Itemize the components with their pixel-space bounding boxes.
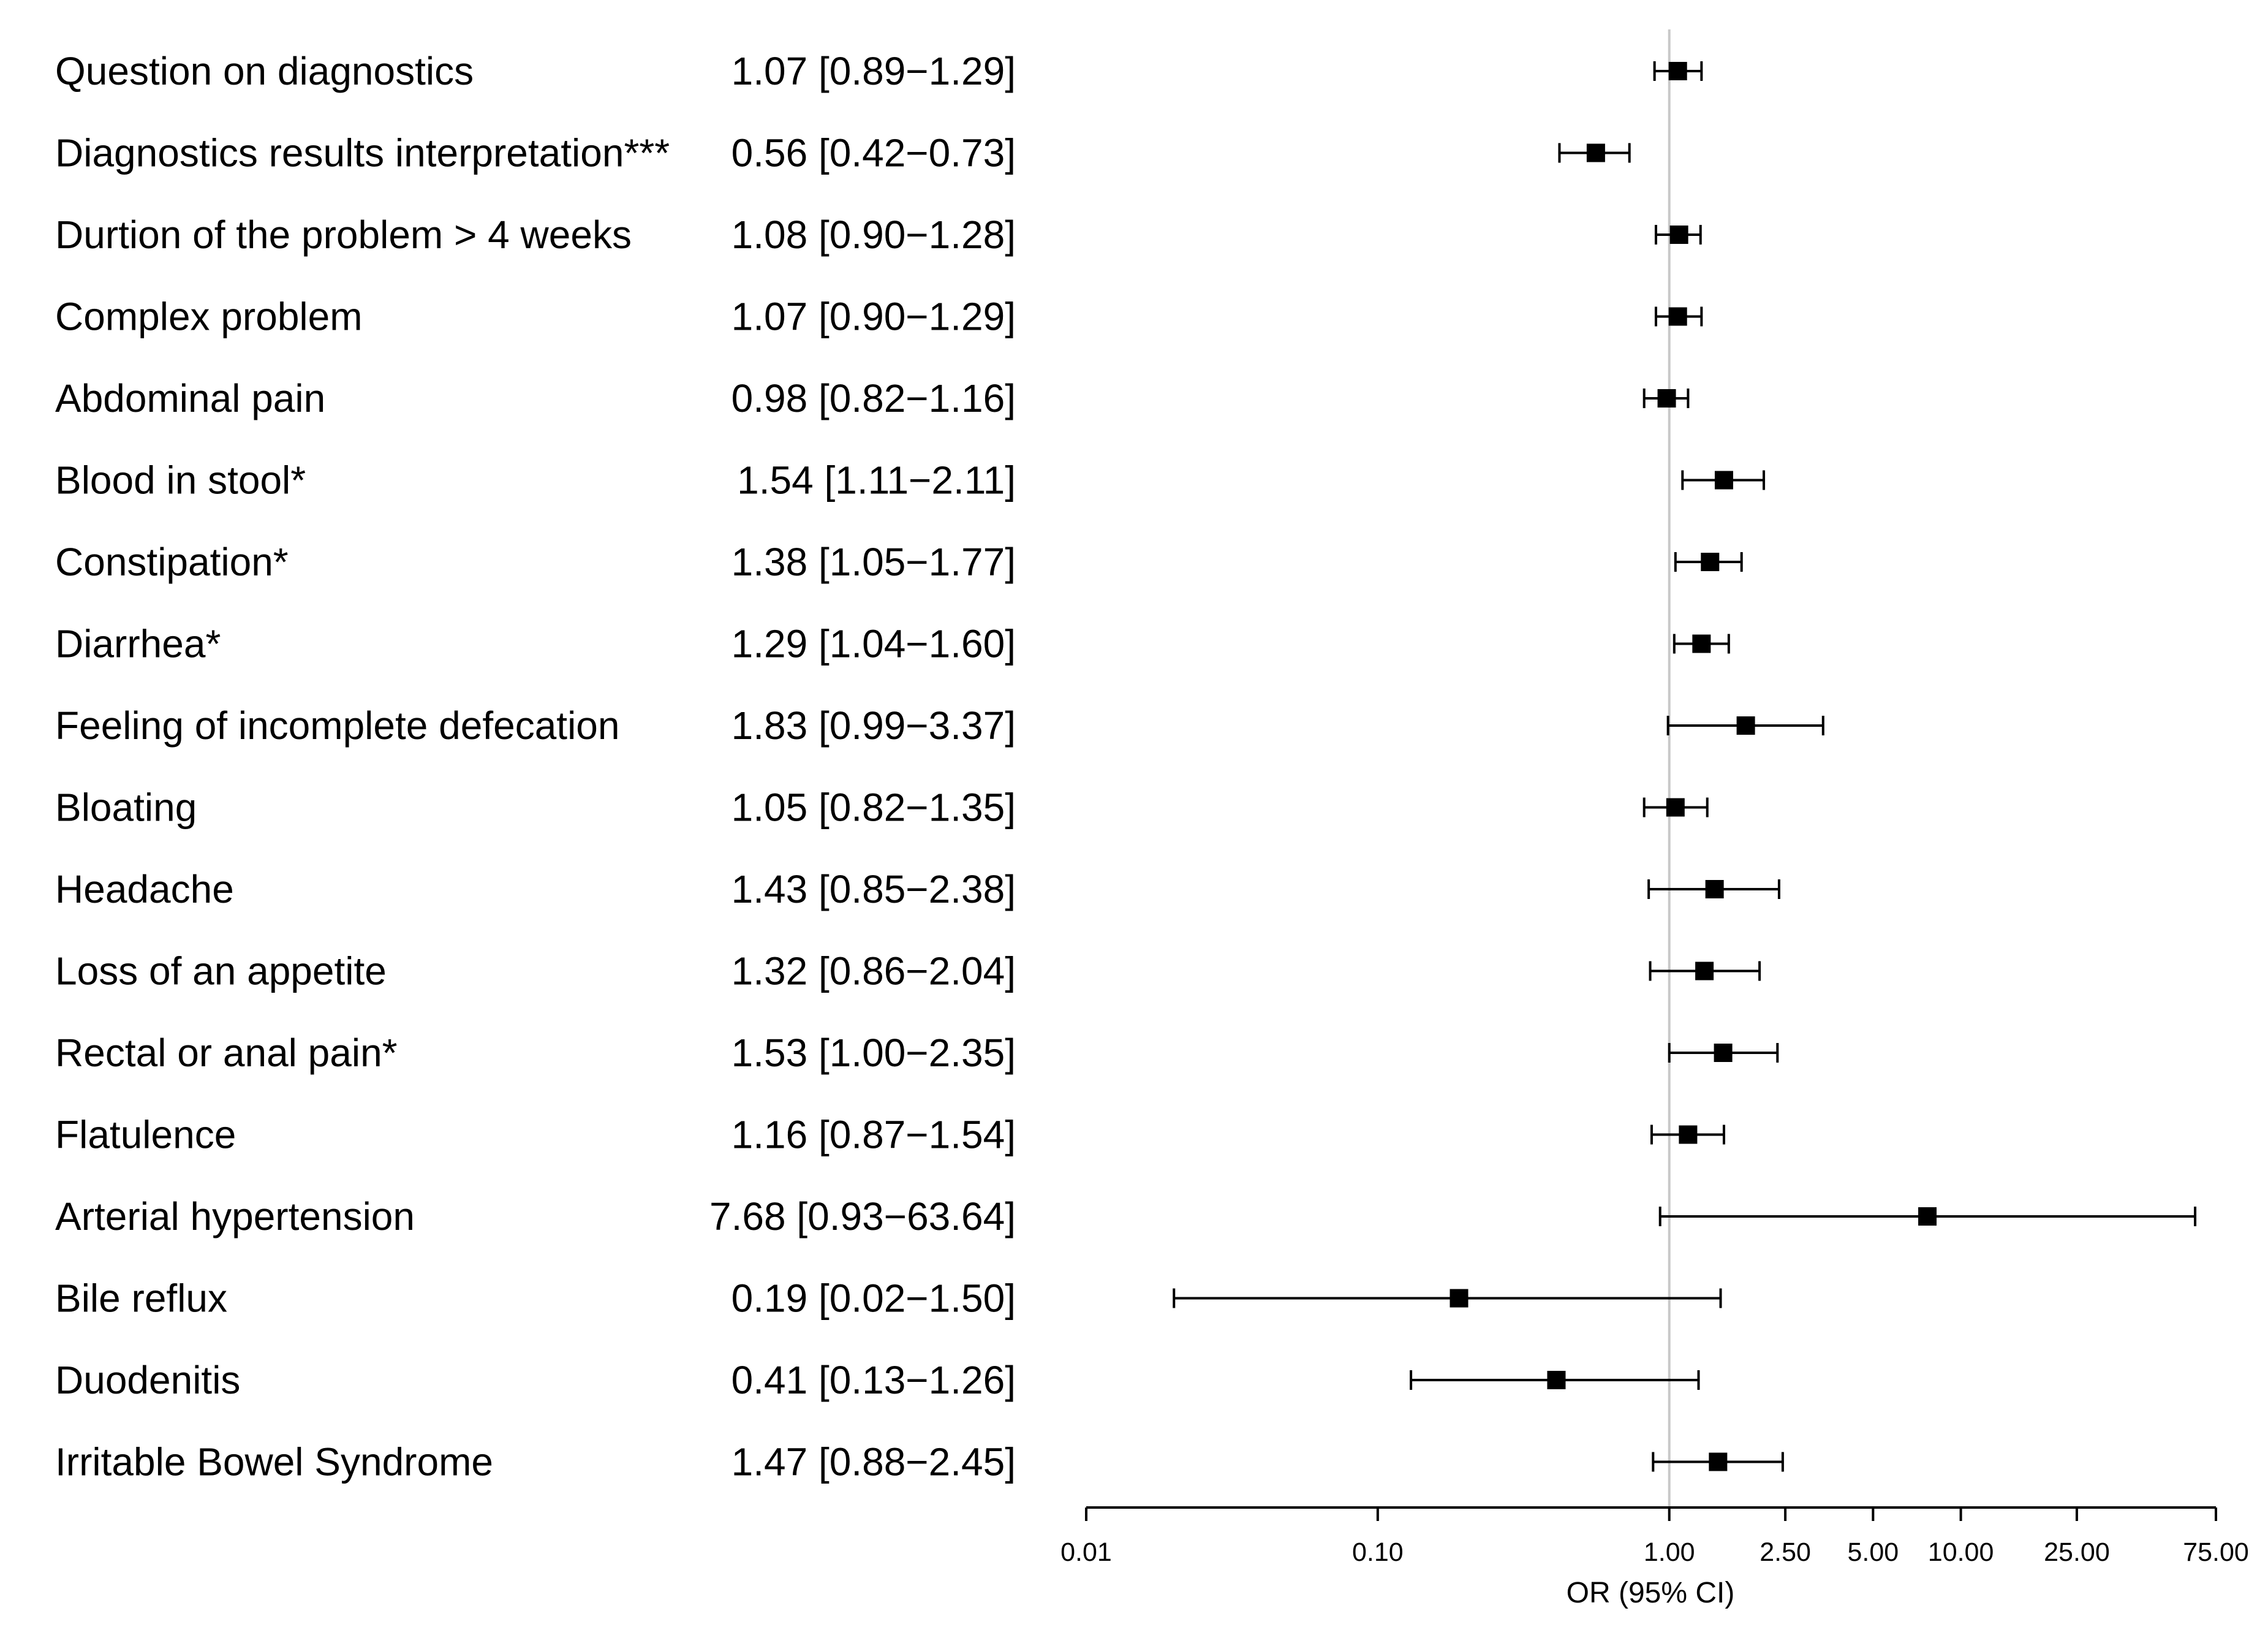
- row-ci-text: 1.47 [0.88−2.45]: [731, 1440, 1016, 1484]
- row-label: Rectal or anal pain*: [55, 1031, 398, 1075]
- point-estimate-marker: [1657, 389, 1676, 408]
- forest-row: Feeling of incomplete defecation 1.83 [0.…: [55, 704, 1824, 748]
- row-label: Flatulence: [55, 1113, 236, 1157]
- point-estimate-marker: [1668, 307, 1687, 326]
- forest-row: Loss of an appetite 1.32 [0.86−2.04]: [55, 949, 1761, 993]
- forest-row: Abdominal pain 0.98 [0.82−1.16]: [55, 376, 1690, 420]
- forest-row: Diarrhea* 1.29 [1.04−1.60]: [55, 622, 1730, 666]
- row-ci-text: 1.53 [1.00−2.35]: [731, 1031, 1016, 1075]
- point-estimate-marker: [1695, 961, 1714, 980]
- row-ci-text: 0.41 [0.13−1.26]: [731, 1358, 1016, 1402]
- row-label: Constipation*: [55, 540, 289, 584]
- forest-row: Arterial hypertension 7.68 [0.93−63.64]: [55, 1194, 2197, 1238]
- x-tick-label: 75.00: [2183, 1538, 2249, 1567]
- row-label: Irritable Bowel Syndrome: [55, 1440, 493, 1484]
- row-label: Bloating: [55, 786, 197, 830]
- row-ci-text: 1.07 [0.89−1.29]: [731, 49, 1016, 93]
- point-estimate-marker: [1679, 1125, 1698, 1144]
- forest-row: Flatulence 1.16 [0.87−1.54]: [55, 1113, 1725, 1157]
- row-label: Question on diagnostics: [55, 49, 474, 93]
- row-ci-text: 0.56 [0.42−0.73]: [731, 131, 1016, 175]
- forest-row: Bloating 1.05 [0.82−1.35]: [55, 786, 1709, 830]
- row-ci-text: 0.19 [0.02−1.50]: [731, 1276, 1016, 1321]
- x-axis: 0.01 0.10 1.00 2.50 5.00 10.00 25.00 75.00: [1060, 1506, 2249, 1567]
- point-estimate-marker: [1586, 143, 1605, 162]
- row-ci-text: 0.98 [0.82−1.16]: [731, 376, 1016, 420]
- row-ci-text: 1.38 [1.05−1.77]: [731, 540, 1016, 584]
- forest-row: Bile reflux 0.19 [0.02−1.50]: [55, 1276, 1722, 1321]
- row-label: Diagnostics results interpretation***: [55, 131, 670, 175]
- x-axis-title: OR (95% CI): [1567, 1577, 1735, 1609]
- row-label: Complex problem: [55, 295, 363, 339]
- point-estimate-marker: [1450, 1289, 1469, 1308]
- row-label: Duodenitis: [55, 1358, 240, 1402]
- forest-row: Blood in stool* 1.54 [1.11−2.11]: [55, 458, 1766, 503]
- row-ci-text: 1.32 [0.86−2.04]: [731, 949, 1016, 993]
- row-label: Diarrhea*: [55, 622, 221, 666]
- point-estimate-marker: [1666, 798, 1685, 817]
- forest-row: Diagnostics results interpretation*** 0.5…: [55, 131, 1631, 175]
- x-tick-label: 10.00: [1928, 1538, 1994, 1567]
- point-estimate-marker: [1918, 1207, 1937, 1226]
- row-label: Arterial hypertension: [55, 1194, 415, 1238]
- row-label: Blood in stool*: [55, 458, 306, 503]
- row-ci-text: 1.83 [0.99−3.37]: [731, 704, 1016, 748]
- row-label: Abdominal pain: [55, 376, 325, 420]
- row-label: Loss of an appetite: [55, 949, 387, 993]
- row-ci-text: 1.07 [0.90−1.29]: [731, 295, 1016, 339]
- point-estimate-marker: [1668, 62, 1687, 80]
- point-estimate-marker: [1714, 1044, 1733, 1062]
- x-tick-label: 1.00: [1644, 1538, 1695, 1567]
- forest-row: Question on diagnostics 1.07 [0.89−1.29]: [55, 49, 1703, 93]
- forest-row: Duodenitis 0.41 [0.13−1.26]: [55, 1358, 1700, 1402]
- point-estimate-marker: [1705, 880, 1724, 898]
- point-estimate-marker: [1714, 471, 1733, 490]
- row-ci-text: 1.05 [0.82−1.35]: [731, 786, 1016, 830]
- point-estimate-marker: [1709, 1452, 1728, 1471]
- point-estimate-marker: [1701, 553, 1720, 571]
- forest-row: Irritable Bowel Syndrome 1.47 [0.88−2.45]: [55, 1440, 1784, 1484]
- point-estimate-marker: [1547, 1371, 1566, 1389]
- row-label: Headache: [55, 867, 234, 911]
- row-label: Bile reflux: [55, 1276, 227, 1321]
- forest-row: Complex problem 1.07 [0.90−1.29]: [55, 295, 1703, 339]
- x-tick-label: 2.50: [1760, 1538, 1811, 1567]
- forest-row: Headache 1.43 [0.85−2.38]: [55, 867, 1780, 911]
- x-tick-label: 0.10: [1352, 1538, 1404, 1567]
- row-ci-text: 1.29 [1.04−1.60]: [731, 622, 1016, 666]
- forest-row: Constipation* 1.38 [1.05−1.77]: [55, 540, 1743, 584]
- x-tick-label: 0.01: [1060, 1538, 1112, 1567]
- forest-row: Durtion of the problem > 4 weeks 1.08 [0.…: [55, 213, 1702, 257]
- x-tick-label: 25.00: [2044, 1538, 2110, 1567]
- row-ci-text: 1.43 [0.85−2.38]: [731, 867, 1016, 911]
- row-ci-text: 1.16 [0.87−1.54]: [731, 1113, 1016, 1157]
- point-estimate-marker: [1692, 634, 1711, 653]
- row-ci-text: 1.08 [0.90−1.28]: [731, 213, 1016, 257]
- row-ci-text: 1.54 [1.11−2.11]: [737, 458, 1016, 503]
- x-tick-label: 5.00: [1847, 1538, 1899, 1567]
- row-label: Durtion of the problem > 4 weeks: [55, 213, 632, 257]
- point-estimate-marker: [1669, 226, 1688, 244]
- forest-row: Rectal or anal pain* 1.53 [1.00−2.35]: [55, 1031, 1779, 1075]
- point-estimate-marker: [1736, 716, 1755, 735]
- row-ci-text: 7.68 [0.93−63.64]: [709, 1194, 1016, 1238]
- row-label: Feeling of incomplete defecation: [55, 704, 619, 748]
